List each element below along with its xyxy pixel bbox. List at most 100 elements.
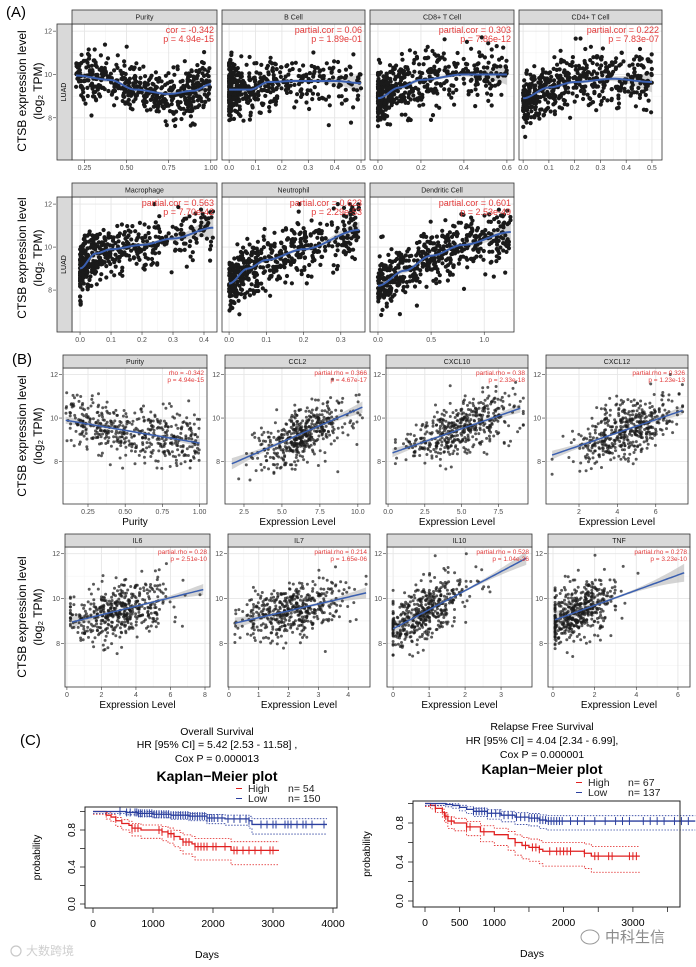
scatter-point [131,419,135,423]
scatter-point [315,92,321,97]
scatter-point [113,424,117,428]
scatter-point [283,87,288,93]
scatter-point [97,403,101,407]
scatter-point [348,120,354,125]
scatter-point [428,117,434,122]
scatter-point [394,288,399,293]
scatter-point [173,117,178,122]
scatter-point [268,55,273,60]
scatter-point [503,391,507,395]
scatter-point [133,411,137,415]
scatter-point [477,50,482,55]
x-tick-label: 0.2 [416,165,426,172]
x-tick-label: 0.25 [78,165,92,172]
scatter-point [100,429,104,433]
scatter-point [407,254,412,259]
scatter-point [635,76,640,81]
scatter-point [90,86,95,91]
scatter-point [237,104,242,109]
scatter-point [341,431,345,435]
scatter-point [442,408,446,412]
scatter-point [106,439,110,443]
scatter-point [99,272,104,277]
scatter-point [466,448,470,452]
scatter-point [351,208,357,213]
scatter-point [151,435,155,439]
scatter-point [489,259,494,264]
scatter-point [335,243,340,248]
scatter-point [161,402,165,406]
scatter-point [252,79,258,84]
scatter-point [357,393,361,397]
scatter-point [616,96,621,101]
scatter-point [454,87,459,93]
scatter-point [301,226,306,231]
scatter-point [275,466,279,470]
scatter-point [157,437,161,441]
scatter-point [389,100,394,105]
scatter-point [335,225,340,231]
scatter-point [182,59,187,64]
scatter-point [561,97,566,103]
scatter-point [90,72,95,77]
scatter-point [552,78,557,83]
scatter-point [425,421,429,425]
scatter-point [341,205,347,210]
scatter-point [401,288,406,293]
scatter-point [115,53,120,58]
scatter-point [168,465,172,468]
scatter-point [116,86,121,91]
x-tick-label: 0.4 [199,337,209,344]
scatter-point [330,410,333,414]
scatter-point [185,79,190,84]
scatter-point [237,98,242,104]
scatter-point [262,465,266,469]
scatter-point [619,50,624,55]
scatter-point [133,428,136,432]
scatter-point [356,76,361,81]
scatter-point [393,438,397,442]
scatter-point [309,274,314,279]
scatter-point [397,312,402,317]
scatter-point [155,261,160,266]
scatter-point [496,397,500,401]
scatter-point [378,263,383,268]
scatter-point [235,255,240,260]
scatter-point [308,433,312,437]
scatter-point [122,87,127,92]
scatter-point [450,421,454,425]
scatter-point [85,85,90,90]
scatter-point [204,94,209,99]
scatter-point [137,220,142,225]
scatter-point [318,413,322,417]
scatter-point [199,220,204,225]
scatter-point [302,255,307,260]
scatter-point [121,414,125,418]
scatter-point [122,409,126,412]
scatter-point [268,59,273,65]
scatter-point [430,113,436,118]
scatter-point [236,291,241,296]
scatter-point [481,386,485,390]
scatter-point [328,433,332,437]
scatter-point [305,406,309,410]
scatter-point [440,228,445,233]
scatter-point [185,82,190,87]
scatter-point [414,423,418,427]
scatter-point [412,284,418,289]
scatter-point [117,255,122,260]
scatter-point [503,270,508,275]
scatter-point [331,83,336,88]
scatter-point [82,414,86,418]
scatter-point [379,234,384,240]
scatter-point [311,413,315,417]
p-value: p = 4.94e-15 [167,377,204,384]
scatter-point [149,410,153,414]
fit-line [75,74,211,95]
scatter-point [489,240,494,245]
scatter-point [618,85,624,90]
scatter-point [266,72,271,77]
scatter-point [435,410,439,414]
scatter-point [379,312,384,318]
scatter-point [638,74,643,79]
